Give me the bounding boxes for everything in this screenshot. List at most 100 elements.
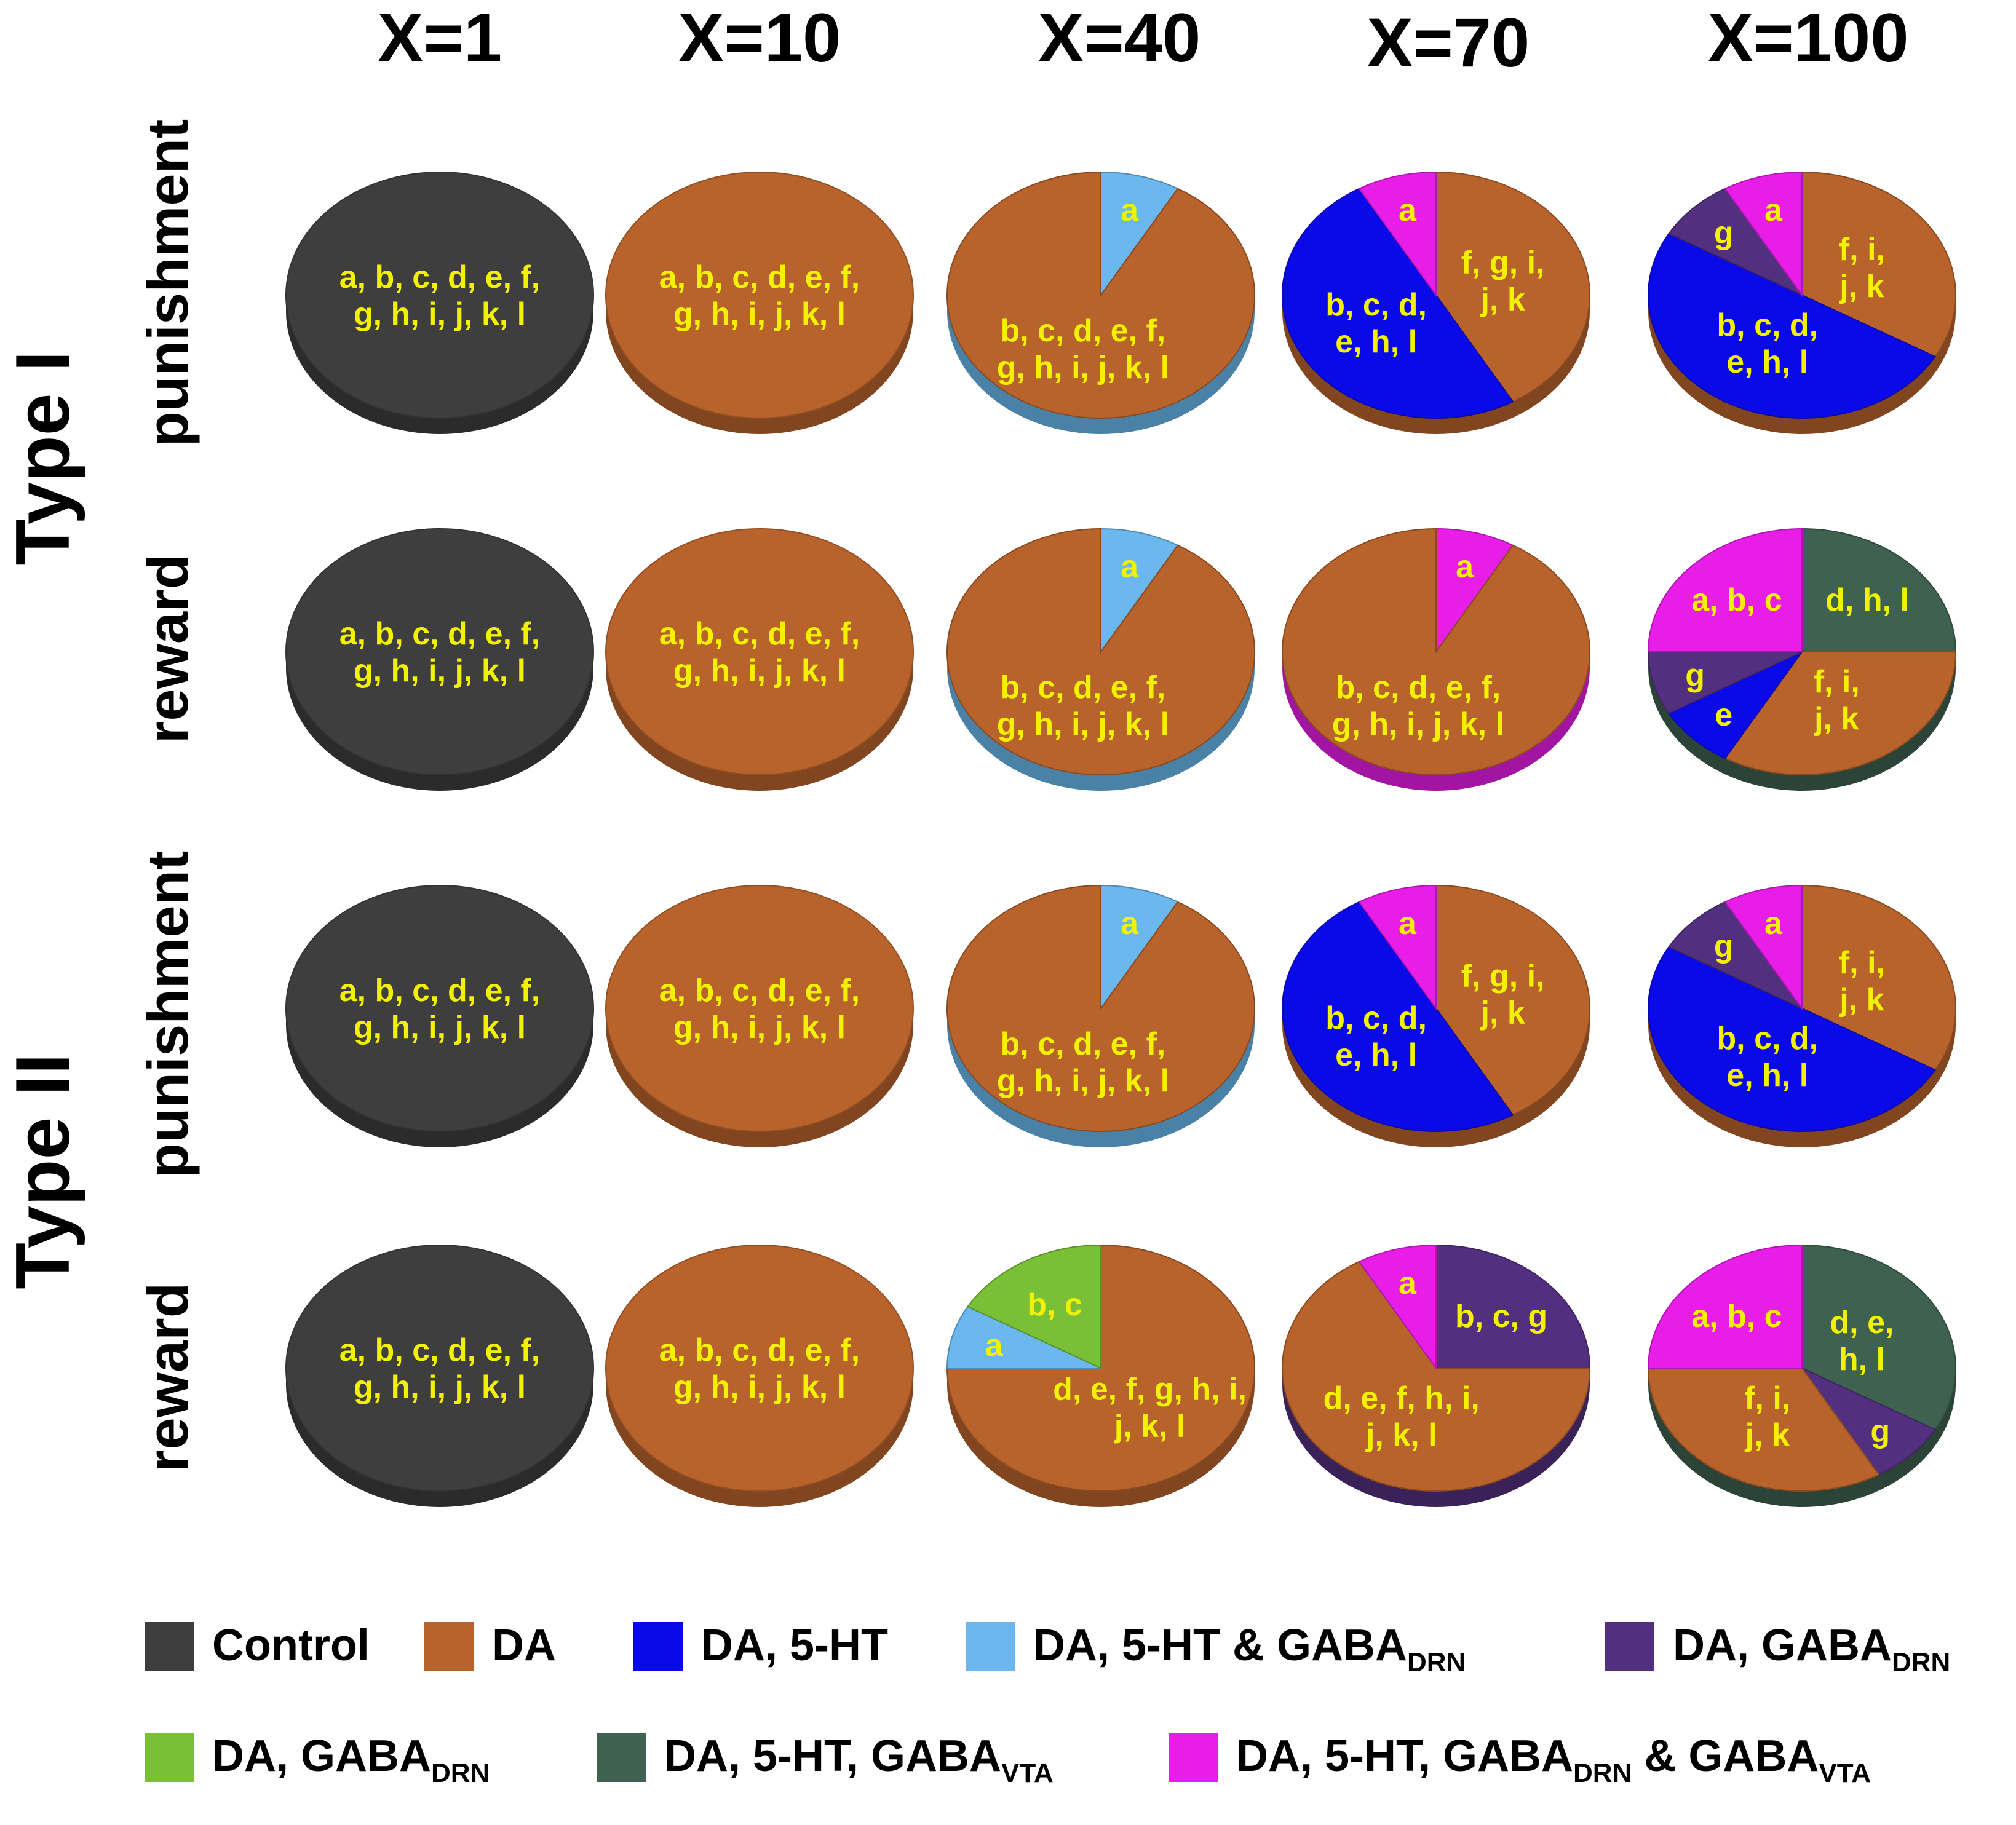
slice-label-control: a, b, c, d, e, f, g, h, i, j, k, l bbox=[339, 259, 541, 332]
pie-slice-da5htvta bbox=[1801, 528, 1957, 652]
slice-label-line: g, h, i, j, k, l bbox=[354, 296, 526, 332]
pie-slice-daall bbox=[1435, 528, 1514, 654]
slice-label-line: g, h, i, j, k, l bbox=[997, 707, 1169, 742]
slice-label-daall: a bbox=[1764, 906, 1783, 941]
slice-label-line: g bbox=[1714, 215, 1734, 251]
slice-label-line: j, k, l bbox=[1365, 1417, 1437, 1453]
pie-slice-da5htdrn bbox=[1100, 171, 1179, 298]
legend-swatch bbox=[633, 1622, 683, 1671]
pie-slice-da bbox=[1435, 884, 1591, 1116]
pie-r2-c3: a b, c, d, e, f, g, h, i, j, k, l bbox=[946, 528, 1255, 791]
pie-slice-da bbox=[605, 172, 914, 419]
slice-label-da: b, c, d, e, f, g, h, i, j, k, l bbox=[1332, 670, 1504, 742]
pie-slice-dadrn bbox=[1435, 1244, 1591, 1369]
pie-slice-daall bbox=[1358, 171, 1437, 298]
pie-slice-control bbox=[285, 1245, 594, 1492]
row-label-type2-reward: reward bbox=[135, 1283, 200, 1472]
legend-label-sub: DRN bbox=[431, 1758, 490, 1788]
slice-label-da5htdrn: a bbox=[1121, 906, 1139, 941]
pie-slice-da bbox=[1801, 171, 1957, 358]
slice-label-control: a, b, c, d, e, f, g, h, i, j, k, l bbox=[339, 1332, 541, 1405]
legend-item-da: DA bbox=[424, 1621, 556, 1671]
slice-label-line: a, b, c, d, e, f, bbox=[339, 973, 541, 1008]
pie-slice-da5ht bbox=[1282, 188, 1514, 419]
slice-label-line: b, c bbox=[1027, 1287, 1082, 1323]
slice-label-line: g bbox=[1685, 657, 1705, 693]
legend-label: DA, 5-HT & GABADRN bbox=[1033, 1621, 1466, 1677]
column-header-x10: X=10 bbox=[678, 0, 841, 76]
pie-r1-c3: a b, c, d, e, f, g, h, i, j, k, l bbox=[946, 171, 1255, 434]
slice-label-line: f, g, i, bbox=[1461, 245, 1545, 281]
row-label-type1-reward: reward bbox=[135, 554, 200, 743]
slice-label-line: g, h, i, j, k, l bbox=[354, 1010, 526, 1045]
slice-label-da: f, i, j, k bbox=[1814, 664, 1860, 737]
group-label-type-2: Type II bbox=[1, 1053, 85, 1289]
pie-r1-c2: a, b, c, d, e, f, g, h, i, j, k, l bbox=[605, 172, 914, 434]
pie-slice-da bbox=[605, 885, 914, 1132]
slice-label-line: a bbox=[1399, 906, 1417, 941]
legend-item-da5htvta: DA, 5-HT, GABAVTA bbox=[597, 1732, 1054, 1788]
slice-label-control: a, b, c, d, e, f, g, h, i, j, k, l bbox=[339, 973, 541, 1045]
pie-r4-c3: d, e, f, g, h, i, j, k, l a b, c bbox=[946, 1244, 1255, 1507]
column-header-x100: X=100 bbox=[1708, 0, 1909, 76]
slice-label-da5ht: b, c, d, e, h, l bbox=[1716, 1021, 1818, 1093]
slice-label-line: a bbox=[985, 1328, 1004, 1364]
slice-label-line: e bbox=[1715, 697, 1732, 733]
legend-label-tail: & GABA bbox=[1632, 1732, 1819, 1781]
legend-label-main: DA, 5-HT & GABA bbox=[1033, 1621, 1407, 1670]
legend-item-control: Control bbox=[145, 1621, 370, 1671]
slice-label-line: b, c, d, bbox=[1325, 1000, 1427, 1036]
slice-label-line: j, k bbox=[1839, 269, 1884, 304]
pie-slice-da bbox=[1435, 171, 1590, 403]
slice-label-daall: a, b, c bbox=[1691, 1299, 1782, 1334]
pie-slice-da bbox=[1282, 1261, 1591, 1492]
legend-swatch bbox=[1605, 1622, 1654, 1671]
slice-label-line: a bbox=[1399, 192, 1417, 228]
legend-label: DA bbox=[492, 1621, 556, 1670]
slice-label-dadrn: b, c, g bbox=[1455, 1299, 1547, 1334]
slice-label-line: g, h, i, j, k, l bbox=[997, 1063, 1169, 1099]
slice-label-line: d, e, bbox=[1830, 1305, 1894, 1340]
pie-slice-dadrn bbox=[1667, 901, 1804, 1010]
legend-label-sub: VTA bbox=[1001, 1758, 1054, 1788]
slice-label-line: g, h, i, j, k, l bbox=[354, 1369, 526, 1405]
slice-label-da: b, c, d, e, f, g, h, i, j, k, l bbox=[997, 670, 1169, 742]
slice-label-dadrn: g bbox=[1870, 1414, 1890, 1449]
slice-label-da5htvta: d, h, l bbox=[1825, 582, 1909, 618]
slice-label-line: a, b, c bbox=[1691, 582, 1782, 618]
legend-label-main: DA, GABA bbox=[212, 1732, 431, 1781]
pie-r2-c5: d, h, l f, i, j, k eg a, b, c bbox=[1647, 528, 1957, 791]
slice-label-da5htdrn: a bbox=[1121, 549, 1139, 585]
pie-slice-da5htdrn bbox=[946, 1305, 1101, 1369]
pie-r4-c2: a, b, c, d, e, f, g, h, i, j, k, l bbox=[605, 1245, 914, 1507]
slice-label-line: g bbox=[1870, 1414, 1890, 1449]
pie-slice-da5ht bbox=[1667, 650, 1804, 759]
pie-slice-daall bbox=[1647, 528, 1803, 652]
slice-label-line: d, e, f, h, i, bbox=[1323, 1380, 1480, 1416]
slice-label-line: b, c, d, bbox=[1716, 1021, 1818, 1056]
column-header-x40: X=40 bbox=[1038, 0, 1201, 76]
pie-slice-control bbox=[285, 172, 594, 419]
slice-label-line: a bbox=[1456, 549, 1474, 585]
legend-label: Control bbox=[212, 1621, 370, 1670]
pie-slice-da5htdrn bbox=[1100, 884, 1179, 1011]
pie-slice-da bbox=[946, 171, 1255, 419]
slice-label-control: a, b, c, d, e, f, g, h, i, j, k, l bbox=[339, 616, 541, 689]
slice-label-line: a, b, c, d, e, f, bbox=[339, 259, 541, 295]
legend-label-main: DA, GABA bbox=[1673, 1621, 1892, 1670]
pie-r3-c4: f, g, i, j, k b, c, d, e, h, l a bbox=[1281, 884, 1591, 1147]
slice-label-daall: a bbox=[1456, 549, 1474, 585]
slice-label-line: a bbox=[1121, 192, 1139, 228]
legend-label-main: DA, 5-HT bbox=[701, 1621, 888, 1670]
pie-r2-c1: a, b, c, d, e, f, g, h, i, j, k, l bbox=[285, 528, 594, 791]
slice-label-line: b, c, d, e, f, bbox=[1001, 1026, 1166, 1062]
slice-label-line: a, b, c, d, e, f, bbox=[339, 616, 541, 652]
slice-label-line: j, k bbox=[1839, 982, 1884, 1018]
slice-label-line: g, h, i, j, k, l bbox=[673, 296, 846, 332]
legend-swatch bbox=[424, 1622, 474, 1671]
group-label-type-1: Type I bbox=[1, 350, 85, 565]
legend-swatch bbox=[597, 1733, 646, 1782]
slice-label-line: j, k bbox=[1480, 282, 1525, 318]
slice-label-line: a bbox=[1764, 906, 1783, 941]
legend-label-main: DA, 5-HT, GABA bbox=[664, 1732, 1001, 1781]
